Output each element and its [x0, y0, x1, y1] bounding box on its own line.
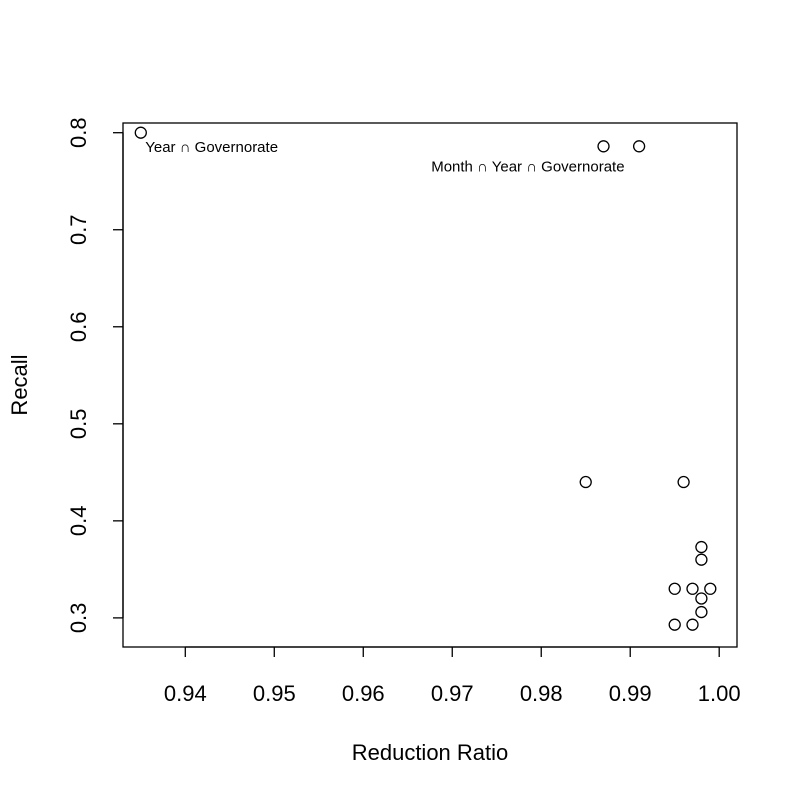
data-point — [695, 592, 708, 605]
data-point — [704, 582, 717, 595]
data-point — [695, 553, 708, 566]
y-axis-title: Recall — [7, 354, 32, 415]
y-tick-label: 0.6 — [66, 311, 91, 342]
y-tick-label: 0.4 — [66, 506, 91, 537]
x-tick-label: 0.97 — [431, 681, 474, 706]
data-point — [134, 126, 147, 139]
data-point — [597, 140, 610, 153]
data-point — [668, 618, 681, 631]
annotations: Year ∩ Governorate Month ∩ Year ∩ Governo… — [145, 139, 624, 175]
data-point — [686, 618, 699, 631]
annotation-label: Month ∩ Year ∩ Governorate — [431, 159, 624, 176]
x-tick-label: 0.94 — [164, 681, 207, 706]
x-tick-label: 0.99 — [609, 681, 652, 706]
data-points — [134, 126, 717, 631]
data-point — [668, 582, 681, 595]
x-tick-label: 1.00 — [698, 681, 741, 706]
data-point — [695, 540, 708, 554]
data-point — [686, 582, 699, 595]
data-point — [677, 475, 690, 489]
data-point — [579, 475, 592, 489]
plot-frame — [122, 122, 738, 648]
x-tick-label: 0.96 — [342, 681, 385, 706]
x-tick-label: 0.98 — [520, 681, 563, 706]
data-point — [632, 140, 646, 153]
annotation-label: Year ∩ Governorate — [145, 139, 278, 156]
y-tick-label: 0.7 — [66, 214, 91, 245]
x-axis: 0.94 0.95 0.96 0.97 0.98 0.99 1.00 — [164, 646, 741, 706]
data-point — [695, 605, 708, 619]
y-tick-label: 0.5 — [66, 409, 91, 440]
y-axis: 0.3 0.4 0.5 0.6 0.7 0.8 — [66, 117, 124, 634]
y-tick-label: 0.8 — [66, 117, 91, 148]
x-tick-label: 0.95 — [253, 681, 296, 706]
x-axis-title: Reduction Ratio — [352, 740, 509, 765]
y-tick-label: 0.3 — [66, 603, 91, 634]
